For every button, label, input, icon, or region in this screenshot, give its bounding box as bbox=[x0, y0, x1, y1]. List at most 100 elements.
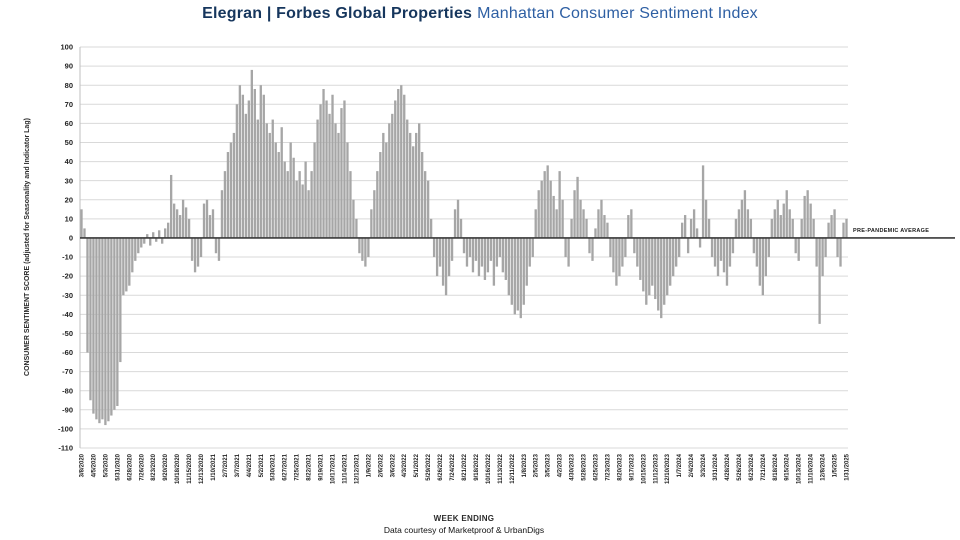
svg-text:7/21/2024: 7/21/2024 bbox=[761, 453, 767, 480]
bar bbox=[734, 218, 738, 238]
bar bbox=[516, 237, 519, 311]
bar bbox=[376, 171, 379, 238]
bar bbox=[675, 237, 678, 267]
bar bbox=[418, 123, 421, 238]
bar bbox=[89, 237, 92, 401]
bar bbox=[259, 85, 262, 238]
bar bbox=[421, 152, 424, 238]
svg-text:30: 30 bbox=[65, 176, 73, 185]
bar bbox=[280, 127, 283, 238]
bar bbox=[155, 237, 158, 242]
svg-text:8/18/2024: 8/18/2024 bbox=[773, 453, 779, 480]
svg-text:4/4/2021: 4/4/2021 bbox=[247, 453, 253, 477]
bar bbox=[406, 119, 409, 238]
bar bbox=[101, 237, 104, 420]
svg-text:-50: -50 bbox=[62, 329, 73, 338]
bar bbox=[214, 237, 218, 254]
bar bbox=[588, 237, 591, 254]
bar bbox=[492, 237, 496, 286]
bar bbox=[337, 132, 340, 238]
bar bbox=[394, 100, 397, 238]
pre-pandemic-average-label: PRE-PANDEMIC AVERAGE bbox=[853, 228, 930, 234]
bar bbox=[289, 142, 292, 238]
bar bbox=[764, 237, 767, 277]
bar bbox=[507, 237, 510, 296]
bar bbox=[400, 85, 403, 238]
bar bbox=[651, 237, 654, 286]
svg-text:11/14/2021: 11/14/2021 bbox=[343, 453, 349, 483]
svg-text:6/27/2021: 6/27/2021 bbox=[283, 453, 289, 480]
bar bbox=[172, 203, 176, 238]
bar bbox=[119, 237, 122, 363]
bar bbox=[468, 237, 472, 258]
bar bbox=[815, 237, 818, 267]
bar bbox=[713, 237, 717, 267]
bar bbox=[722, 237, 726, 273]
bar bbox=[343, 100, 346, 238]
bar bbox=[86, 237, 89, 353]
bar bbox=[543, 171, 546, 238]
svg-text:9/18/2022: 9/18/2022 bbox=[474, 453, 480, 480]
bar bbox=[606, 222, 609, 238]
bar bbox=[379, 152, 382, 238]
bar bbox=[594, 228, 597, 238]
svg-text:9/17/2023: 9/17/2023 bbox=[629, 453, 635, 480]
bar bbox=[229, 142, 233, 238]
svg-text:10/17/2021: 10/17/2021 bbox=[331, 453, 337, 484]
bar bbox=[158, 230, 161, 238]
svg-text:8/20/2023: 8/20/2023 bbox=[617, 453, 623, 480]
bar bbox=[818, 237, 821, 324]
svg-text:8/22/2021: 8/22/2021 bbox=[307, 453, 313, 480]
bar bbox=[92, 237, 95, 414]
bar bbox=[352, 199, 355, 238]
bar bbox=[301, 184, 304, 238]
bar bbox=[618, 237, 621, 277]
bar bbox=[609, 237, 612, 258]
svg-text:3/6/2022: 3/6/2022 bbox=[390, 453, 396, 477]
bar bbox=[728, 237, 732, 267]
svg-text:1/31/2025: 1/31/2025 bbox=[845, 453, 851, 480]
bar bbox=[298, 171, 301, 238]
svg-text:5/2/2021: 5/2/2021 bbox=[259, 453, 265, 477]
svg-text:3/7/2021: 3/7/2021 bbox=[235, 453, 241, 477]
bar bbox=[689, 218, 693, 238]
svg-text:2/6/2022: 2/6/2022 bbox=[378, 453, 384, 477]
svg-text:6/28/2020: 6/28/2020 bbox=[127, 453, 133, 480]
bar bbox=[567, 237, 570, 267]
bar bbox=[304, 161, 307, 238]
svg-text:12/8/2024: 12/8/2024 bbox=[821, 453, 827, 480]
svg-text:9/15/2024: 9/15/2024 bbox=[785, 453, 791, 480]
bar bbox=[307, 190, 310, 238]
bar bbox=[636, 237, 639, 267]
bar bbox=[83, 228, 86, 238]
bar bbox=[669, 237, 672, 286]
bar bbox=[250, 69, 253, 238]
bar bbox=[423, 171, 427, 238]
svg-text:10/18/2020: 10/18/2020 bbox=[175, 453, 181, 484]
brand-name: Elegran | Forbes Global Properties bbox=[202, 5, 473, 22]
bar bbox=[683, 215, 687, 238]
bar bbox=[208, 215, 212, 238]
bar bbox=[672, 237, 675, 277]
bar bbox=[546, 165, 549, 238]
svg-text:4/30/2023: 4/30/2023 bbox=[570, 453, 576, 480]
svg-text:1/5/2025: 1/5/2025 bbox=[833, 453, 839, 477]
svg-text:10/15/2023: 10/15/2023 bbox=[641, 453, 647, 484]
bar bbox=[435, 237, 439, 277]
bar bbox=[316, 119, 319, 238]
bar bbox=[513, 237, 516, 315]
svg-text:9/19/2021: 9/19/2021 bbox=[319, 453, 325, 480]
bar bbox=[134, 237, 137, 261]
svg-text:4/5/2020: 4/5/2020 bbox=[91, 453, 97, 477]
bar bbox=[666, 237, 669, 296]
bar bbox=[149, 237, 152, 246]
bar bbox=[740, 199, 744, 238]
svg-text:60: 60 bbox=[65, 119, 73, 128]
bar bbox=[707, 218, 711, 238]
bar bbox=[223, 171, 227, 238]
bar bbox=[104, 237, 107, 426]
bar bbox=[211, 209, 215, 238]
svg-text:11/13/2022: 11/13/2022 bbox=[498, 453, 504, 483]
bar bbox=[827, 222, 830, 238]
